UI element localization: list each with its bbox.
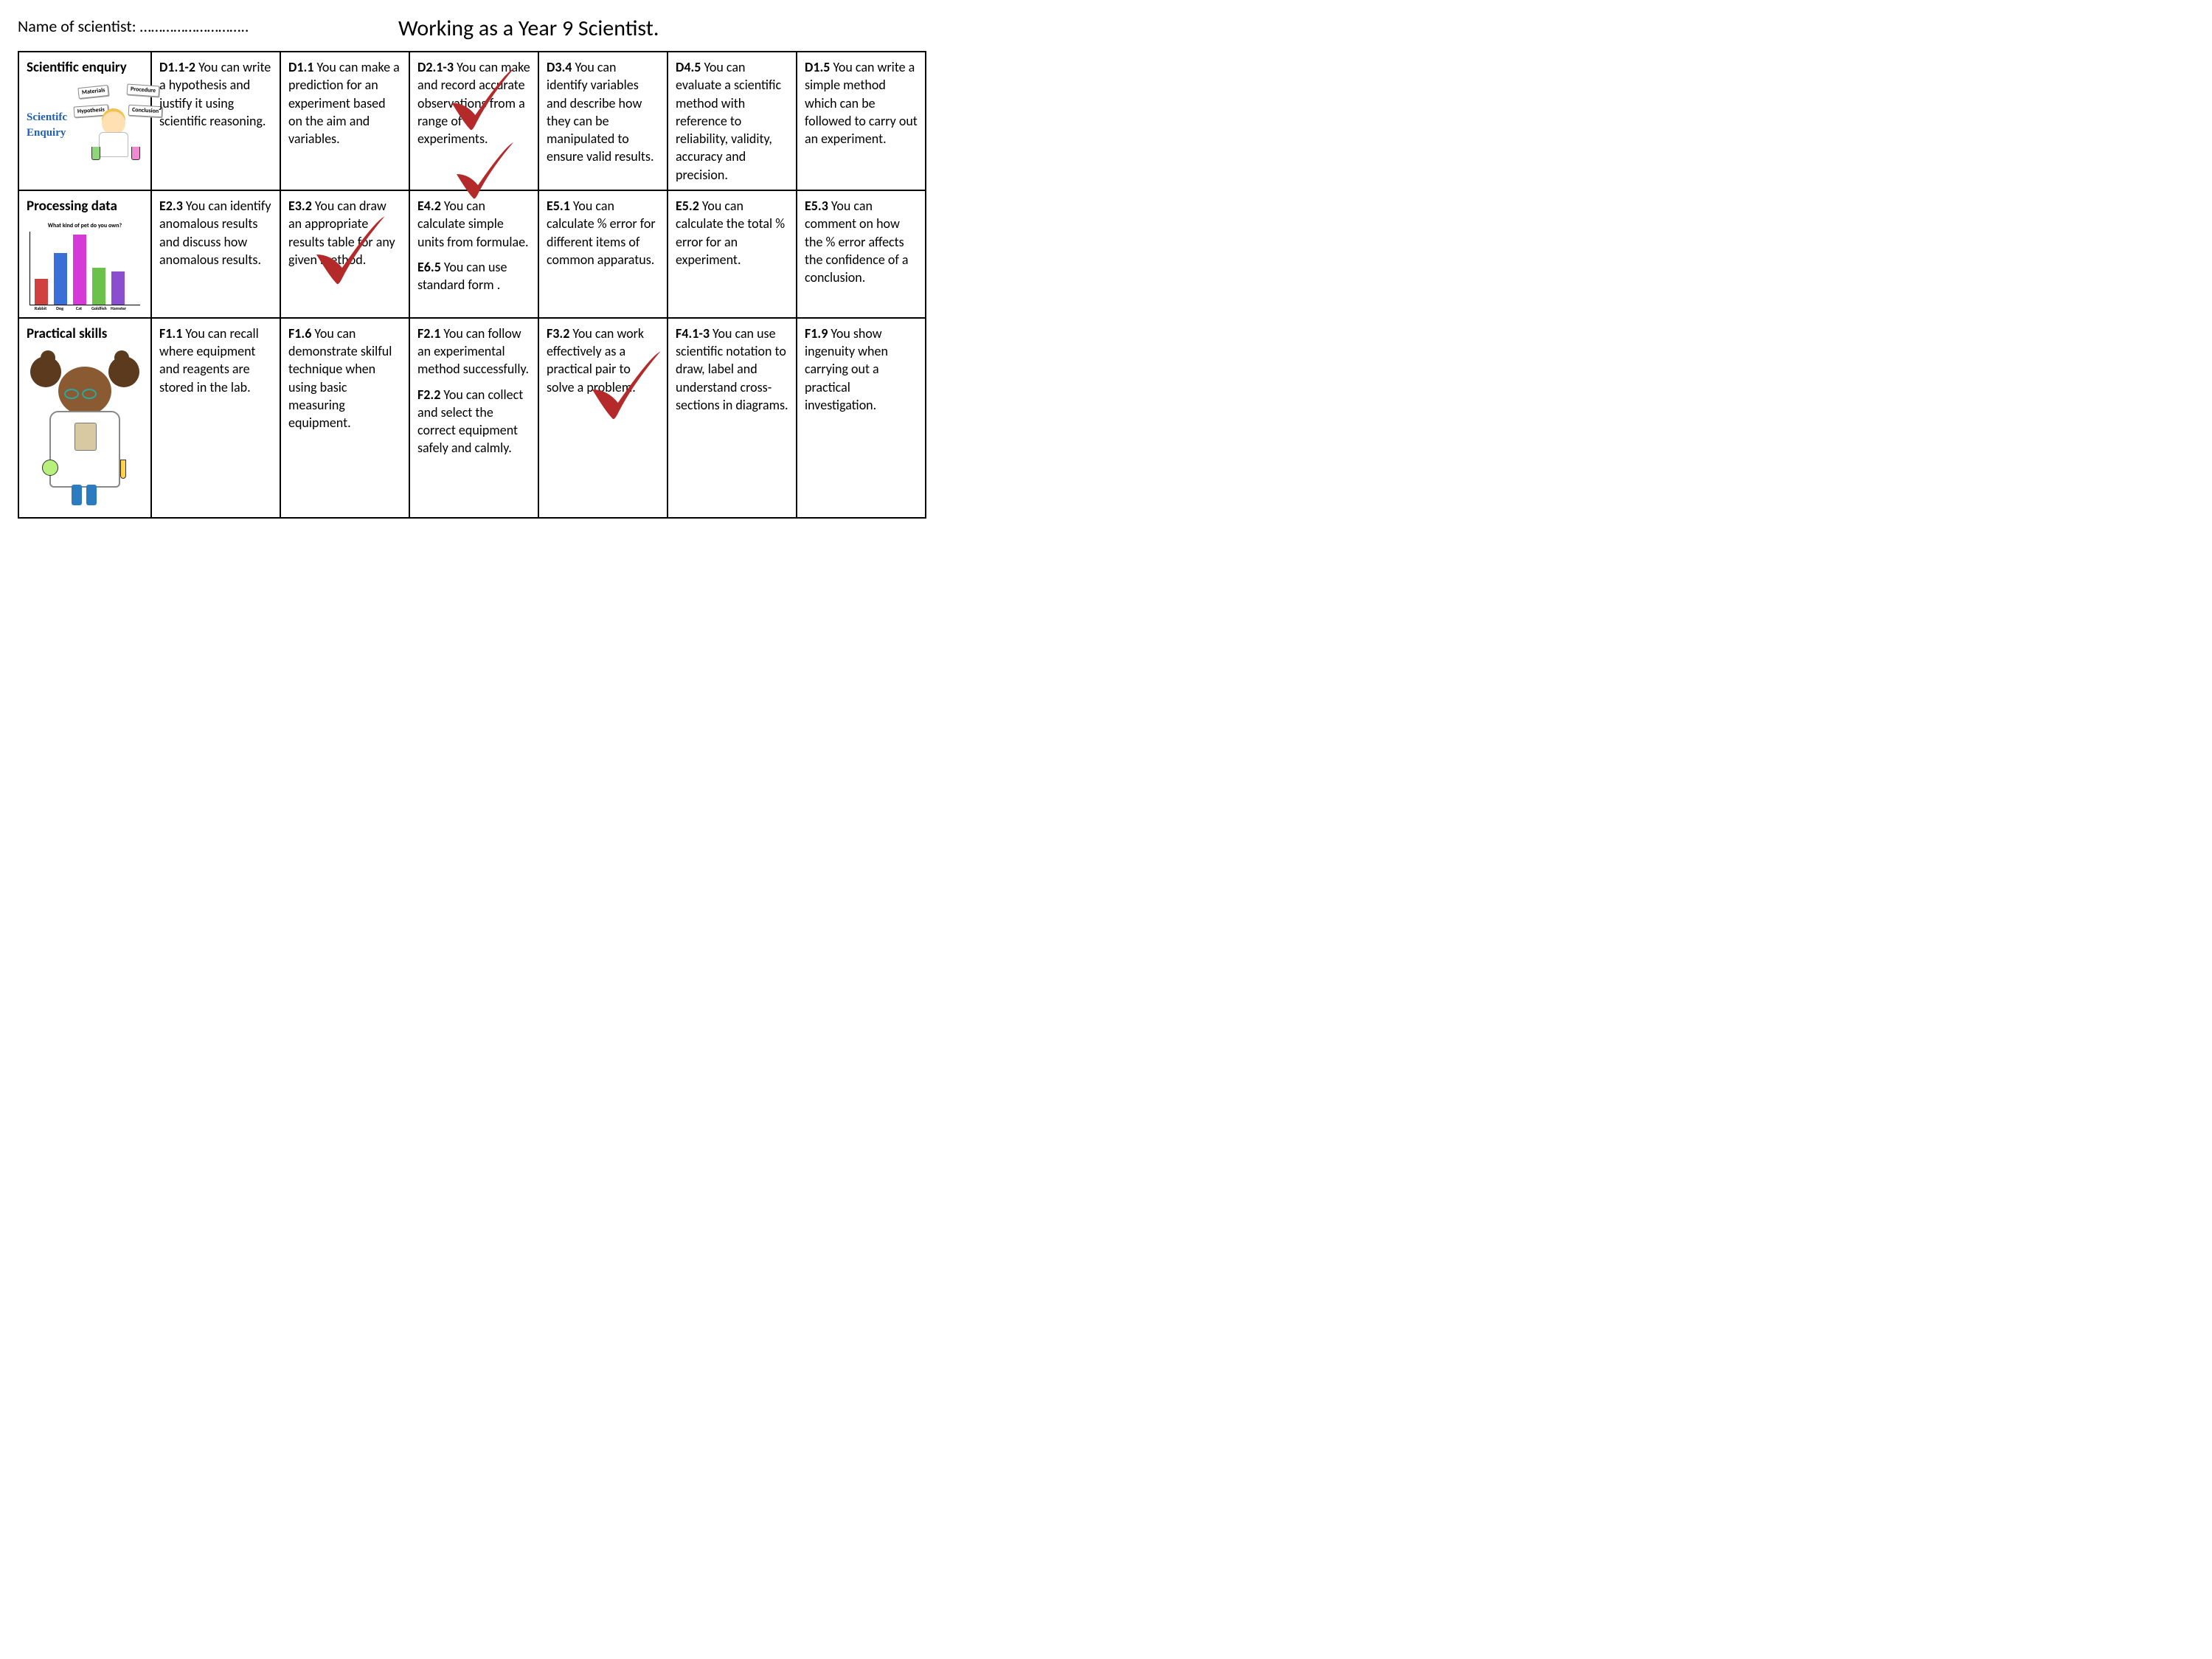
- skill-cell: E5.1 You can calculate % error for diffe…: [538, 190, 668, 318]
- skill-code: E5.3: [805, 198, 828, 214]
- skill-cell: E5.2 You can calculate the total % error…: [668, 190, 797, 318]
- skill-cell: F2.1 You can follow an experimental meth…: [409, 318, 538, 519]
- enquiry-illustration: Materials Procedure Hypothesis Conclusio…: [77, 83, 143, 164]
- skill-code: F1.1: [159, 325, 182, 342]
- skill-code: E2.3: [159, 198, 183, 214]
- skill-code: D4.5: [676, 59, 701, 75]
- skill-code: E5.1: [547, 198, 570, 214]
- skill-cell: F1.6 You can demonstrate skilful techniq…: [280, 318, 409, 519]
- skill-code: D2.1-3: [417, 59, 454, 75]
- row-label: Practical skills: [27, 325, 143, 344]
- skill-cell: E5.3 You can comment on how the % error …: [797, 190, 926, 318]
- skill-cell: D4.5 You can evaluate a scientific metho…: [668, 52, 797, 190]
- skill-cell: F4.1-3 You can use scientific notation t…: [668, 318, 797, 519]
- skill-code: D3.4: [547, 59, 572, 75]
- skill-code: E4.2: [417, 198, 441, 214]
- skill-code: E5.2: [676, 198, 699, 214]
- skill-cell: D2.1-3 You can make and record accurate …: [409, 52, 538, 190]
- page-title: Working as a Year 9 Scientist.: [249, 15, 926, 42]
- skill-cell: D3.4 You can identify variables and desc…: [538, 52, 668, 190]
- skill-code: F2.2: [417, 387, 440, 403]
- skills-table: Scientific enquiry Scientifc Enquiry Mat…: [18, 51, 926, 519]
- enquiry-banner: Scientifc Enquiry: [27, 110, 77, 140]
- skill-code: F1.6: [288, 325, 311, 342]
- header: Name of scientist: ……………………….. Working a…: [18, 15, 926, 42]
- skill-cell: D1.1 You can make a prediction for an ex…: [280, 52, 409, 190]
- skill-cell: D1.1-2 You can write a hypothesis and ju…: [151, 52, 280, 190]
- table-row: Scientific enquiry Scientifc Enquiry Mat…: [18, 52, 926, 190]
- barchart-illustration: What kind of pet do you own? RabbitDogCa…: [30, 222, 140, 311]
- row-header: Scientific enquiry Scientifc Enquiry Mat…: [18, 52, 151, 190]
- skill-code: E6.5: [417, 259, 441, 275]
- row-label: Scientific enquiry: [27, 58, 143, 77]
- skill-code: D1.1: [288, 59, 313, 75]
- skill-code: D1.5: [805, 59, 830, 75]
- skill-cell: F3.2 You can work effectively as a pract…: [538, 318, 668, 519]
- skill-cell: E3.2 You can draw an appropriate results…: [280, 190, 409, 318]
- table-row: Processing data What kind of pet do you …: [18, 190, 926, 318]
- row-label: Processing data: [27, 197, 143, 216]
- skill-code: F4.1-3: [676, 325, 710, 342]
- row-header: Practical skills: [18, 318, 151, 519]
- skill-code: D1.1-2: [159, 59, 195, 75]
- skill-code: F1.9: [805, 325, 828, 342]
- skill-text: You can evaluate a scientific method wit…: [676, 59, 781, 183]
- skill-cell: D1.5 You can write a simple method which…: [797, 52, 926, 190]
- skill-cell: F1.9 You show ingenuity when carrying ou…: [797, 318, 926, 519]
- skill-cell: E4.2 You can calculate simple units from…: [409, 190, 538, 318]
- skill-cell: E2.3 You can identify anomalous results …: [151, 190, 280, 318]
- table-row: Practical skills F1.1 You can recall whe…: [18, 318, 926, 519]
- skill-code: E3.2: [288, 198, 312, 214]
- row-header: Processing data What kind of pet do you …: [18, 190, 151, 318]
- skill-code: F2.1: [417, 325, 440, 342]
- scientist-girl-illustration: [33, 349, 136, 511]
- skill-cell: F1.1 You can recall where equipment and …: [151, 318, 280, 519]
- name-of-scientist-line: Name of scientist: ………………………..: [18, 15, 249, 36]
- skill-code: F3.2: [547, 325, 569, 342]
